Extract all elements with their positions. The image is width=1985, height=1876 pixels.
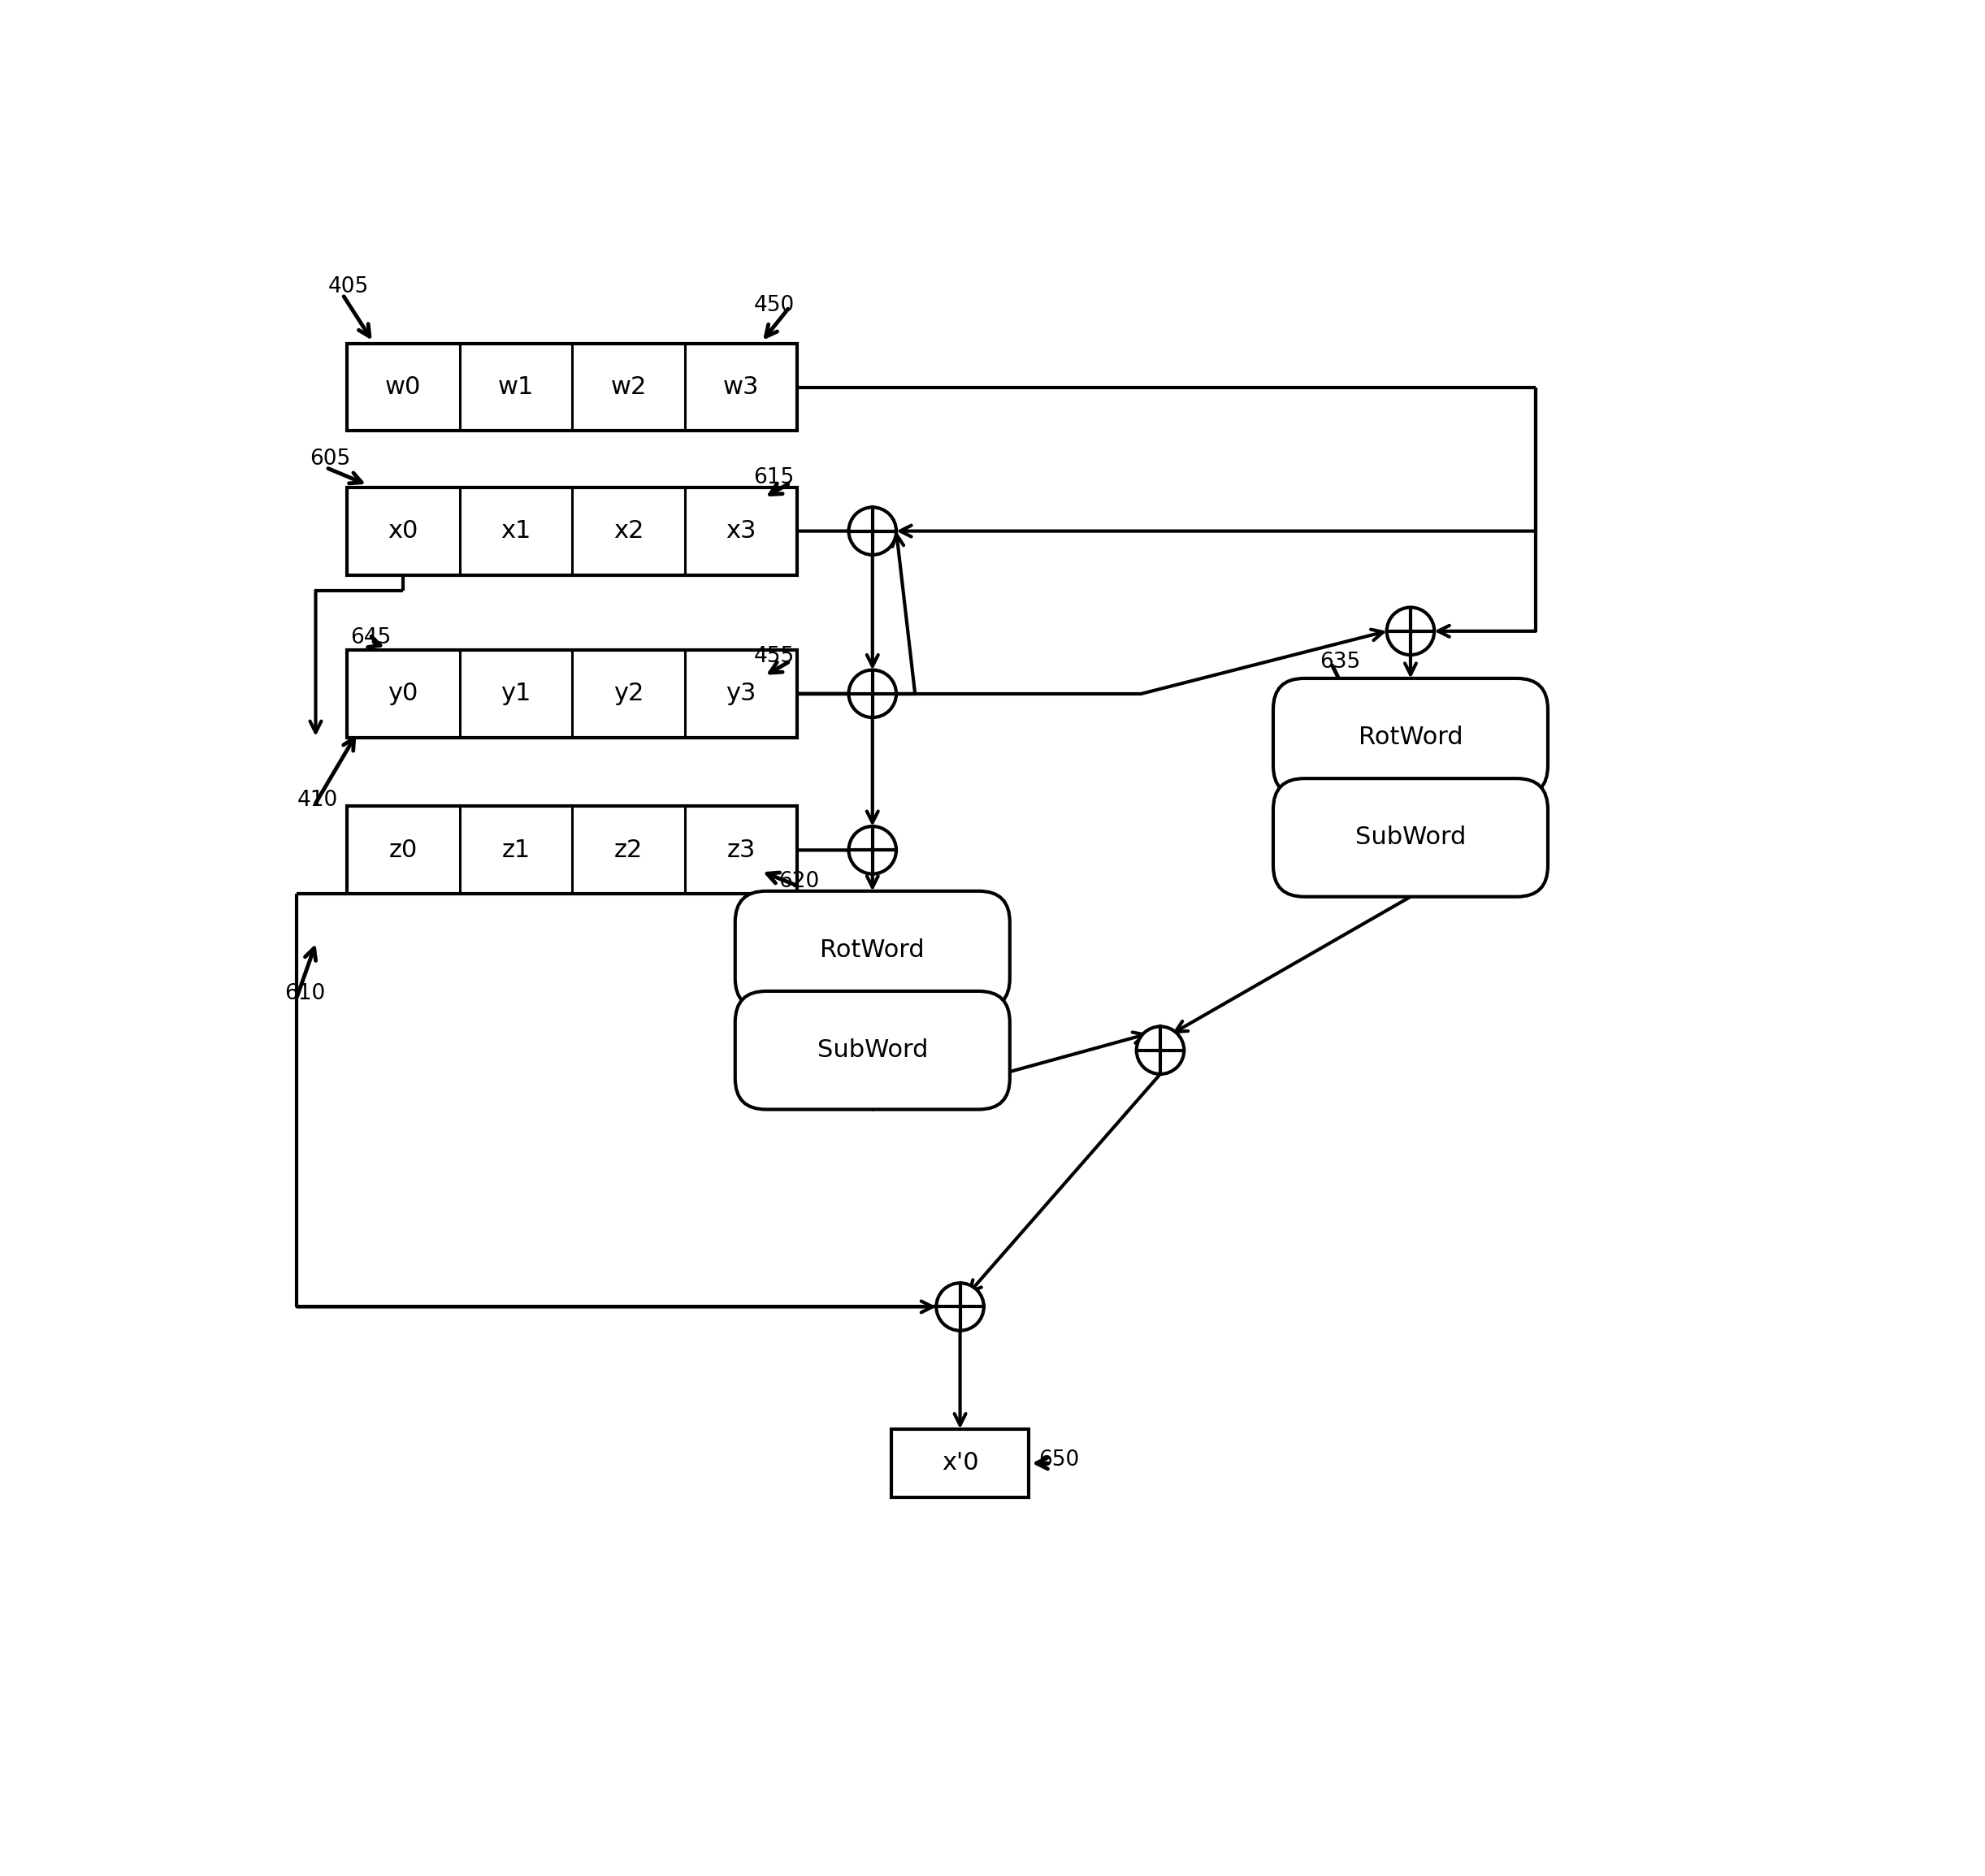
FancyBboxPatch shape xyxy=(1272,679,1548,797)
Text: y3: y3 xyxy=(727,681,756,705)
Text: 405: 405 xyxy=(328,276,369,298)
Text: SubWord: SubWord xyxy=(818,1039,927,1062)
FancyBboxPatch shape xyxy=(734,991,1010,1109)
Text: y2: y2 xyxy=(613,681,643,705)
Text: 455: 455 xyxy=(754,645,794,666)
Text: x0: x0 xyxy=(387,520,419,542)
Circle shape xyxy=(937,1283,985,1330)
Circle shape xyxy=(1137,1026,1183,1075)
FancyBboxPatch shape xyxy=(347,488,798,574)
Text: x1: x1 xyxy=(500,520,532,542)
Text: 610: 610 xyxy=(284,983,326,1004)
Text: w3: w3 xyxy=(723,375,758,400)
Text: w2: w2 xyxy=(611,375,647,400)
Text: w1: w1 xyxy=(498,375,534,400)
FancyBboxPatch shape xyxy=(891,1430,1028,1497)
Text: x3: x3 xyxy=(727,520,756,542)
Text: 635: 635 xyxy=(1320,651,1360,673)
Text: z2: z2 xyxy=(613,839,643,861)
Text: w0: w0 xyxy=(385,375,421,400)
FancyBboxPatch shape xyxy=(347,649,798,737)
Circle shape xyxy=(1388,608,1435,655)
Circle shape xyxy=(850,507,897,555)
Text: 625: 625 xyxy=(772,972,814,992)
Text: 410: 410 xyxy=(298,790,337,810)
Text: 640: 640 xyxy=(1336,861,1376,882)
Text: x2: x2 xyxy=(613,520,643,542)
Text: SubWord: SubWord xyxy=(1356,825,1467,850)
Text: 615: 615 xyxy=(754,467,794,488)
Text: 620: 620 xyxy=(778,870,820,891)
Text: 630: 630 xyxy=(772,1090,814,1111)
Circle shape xyxy=(850,825,897,874)
Text: y0: y0 xyxy=(387,681,419,705)
Text: z1: z1 xyxy=(502,839,530,861)
FancyBboxPatch shape xyxy=(347,807,798,893)
Text: 650: 650 xyxy=(1038,1450,1080,1471)
FancyBboxPatch shape xyxy=(734,891,1010,1009)
FancyBboxPatch shape xyxy=(347,343,798,431)
Text: y1: y1 xyxy=(500,681,532,705)
FancyBboxPatch shape xyxy=(1272,779,1548,897)
Text: 645: 645 xyxy=(349,627,391,647)
Text: 450: 450 xyxy=(754,295,794,317)
Text: x'0: x'0 xyxy=(941,1452,979,1475)
Text: RotWord: RotWord xyxy=(820,938,925,962)
Text: RotWord: RotWord xyxy=(1358,726,1463,749)
Text: z3: z3 xyxy=(727,839,756,861)
Text: 605: 605 xyxy=(310,448,349,469)
Circle shape xyxy=(850,670,897,717)
Text: z0: z0 xyxy=(389,839,417,861)
